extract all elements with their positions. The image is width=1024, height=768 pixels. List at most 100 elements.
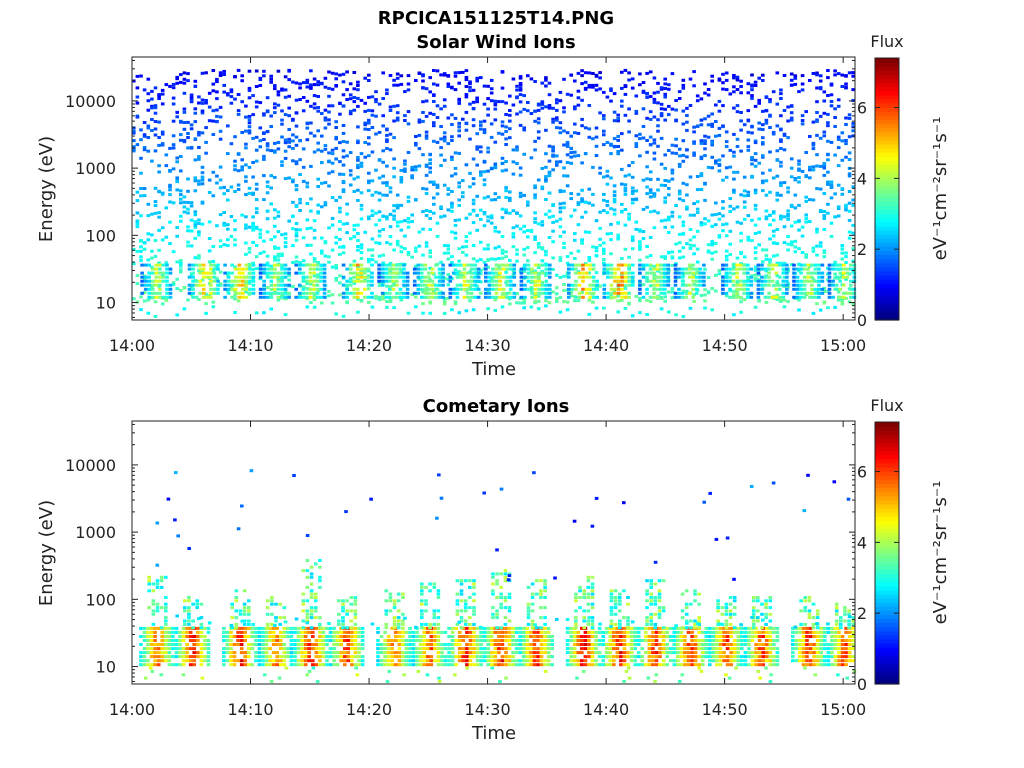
noise-cell bbox=[652, 138, 657, 142]
noise-cell bbox=[457, 185, 461, 189]
burst-cell bbox=[241, 287, 245, 291]
noise-cell bbox=[732, 74, 736, 77]
burst-cell bbox=[577, 283, 582, 287]
burst-cell bbox=[269, 267, 274, 271]
noise-cell bbox=[555, 154, 559, 158]
noise-cell bbox=[254, 135, 259, 139]
noise-cell bbox=[540, 102, 545, 106]
noise-cell bbox=[598, 76, 602, 80]
noise-cell bbox=[761, 128, 765, 131]
noise-cell bbox=[818, 164, 823, 168]
noise-cell bbox=[544, 84, 548, 88]
noise-cell bbox=[182, 91, 187, 95]
noise-cell bbox=[768, 260, 772, 264]
noise-cell bbox=[609, 89, 613, 92]
noise-cell bbox=[432, 139, 436, 143]
noise-cell bbox=[222, 185, 226, 189]
burst-cell bbox=[802, 275, 807, 279]
noise-cell bbox=[779, 92, 783, 96]
burst-cell bbox=[728, 295, 732, 299]
burst-cell bbox=[728, 287, 732, 291]
noise-cell bbox=[179, 133, 183, 137]
noise-cell bbox=[779, 261, 783, 265]
noise-cell bbox=[826, 94, 830, 97]
burst-cell bbox=[655, 295, 660, 299]
burst-cell bbox=[154, 279, 159, 283]
noise-cell bbox=[446, 192, 451, 196]
burst-cell bbox=[620, 291, 624, 295]
noise-cell bbox=[446, 257, 451, 261]
noise-cell bbox=[320, 161, 324, 165]
noise-cell bbox=[442, 73, 447, 77]
noise-cell bbox=[417, 133, 422, 137]
noise-cell bbox=[652, 91, 657, 95]
noise-cell bbox=[312, 257, 317, 261]
burst-cell bbox=[225, 659, 230, 663]
noise-cell bbox=[323, 76, 328, 80]
low-energy-cell bbox=[143, 676, 148, 680]
low-energy-cell bbox=[277, 676, 282, 680]
noise-cell bbox=[670, 72, 675, 76]
noise-cell bbox=[583, 230, 588, 234]
burst-cell bbox=[441, 263, 445, 267]
burst-cell bbox=[609, 283, 614, 287]
low-energy-cell bbox=[811, 311, 816, 315]
burst-cell bbox=[232, 655, 237, 659]
noise-cell bbox=[818, 136, 823, 140]
noise-cell bbox=[547, 170, 552, 174]
burst-cell bbox=[151, 279, 155, 283]
noise-cell bbox=[251, 226, 255, 230]
noise-cell bbox=[710, 74, 714, 78]
noise-cell bbox=[786, 186, 790, 190]
burst-cell bbox=[420, 275, 424, 279]
noise-cell bbox=[598, 171, 602, 175]
noise-cell bbox=[464, 163, 469, 167]
noise-cell bbox=[464, 239, 469, 243]
burst-cell bbox=[698, 275, 703, 279]
noise-cell bbox=[385, 133, 389, 137]
noise-cell bbox=[388, 74, 393, 77]
noise-cell bbox=[417, 118, 422, 122]
noise-cell bbox=[638, 247, 642, 251]
noise-cell bbox=[406, 253, 411, 257]
noise-cell bbox=[724, 166, 729, 170]
noise-cell bbox=[706, 88, 711, 91]
burst-cell bbox=[623, 263, 628, 267]
noise-cell bbox=[338, 281, 342, 285]
noise-cell bbox=[233, 289, 237, 293]
noise-cell bbox=[699, 172, 704, 176]
burst-cell bbox=[609, 291, 614, 295]
noise-cell bbox=[352, 281, 357, 285]
noise-cell bbox=[500, 86, 505, 90]
noise-cell bbox=[746, 138, 751, 142]
burst-cell bbox=[293, 655, 297, 659]
burst-cell bbox=[548, 263, 552, 267]
noise-cell bbox=[732, 154, 736, 158]
noise-cell bbox=[583, 126, 588, 130]
burst-cell bbox=[257, 663, 262, 667]
noise-cell bbox=[826, 202, 830, 206]
burst-cell bbox=[512, 271, 517, 275]
noise-cell bbox=[670, 171, 675, 175]
noise-cell bbox=[301, 109, 306, 113]
burst-cell bbox=[466, 263, 470, 267]
burst-cell bbox=[802, 279, 807, 283]
burst-cell bbox=[319, 267, 323, 271]
burst-cell bbox=[199, 643, 204, 646]
colorbar-segment bbox=[875, 107, 899, 112]
noise-cell bbox=[135, 249, 140, 253]
low-energy-cell bbox=[442, 311, 447, 315]
noise-cell bbox=[728, 229, 733, 233]
noise-cell bbox=[334, 277, 338, 280]
burst-cell bbox=[341, 291, 346, 295]
burst-cell bbox=[308, 279, 313, 283]
low-energy-cell bbox=[457, 311, 461, 315]
tail-cell bbox=[199, 602, 204, 606]
noise-cell bbox=[233, 294, 237, 297]
tail-cell bbox=[234, 599, 239, 603]
noise-cell bbox=[265, 110, 270, 114]
noise-cell bbox=[341, 188, 346, 192]
noise-cell bbox=[692, 202, 696, 206]
noise-cell bbox=[515, 162, 519, 165]
